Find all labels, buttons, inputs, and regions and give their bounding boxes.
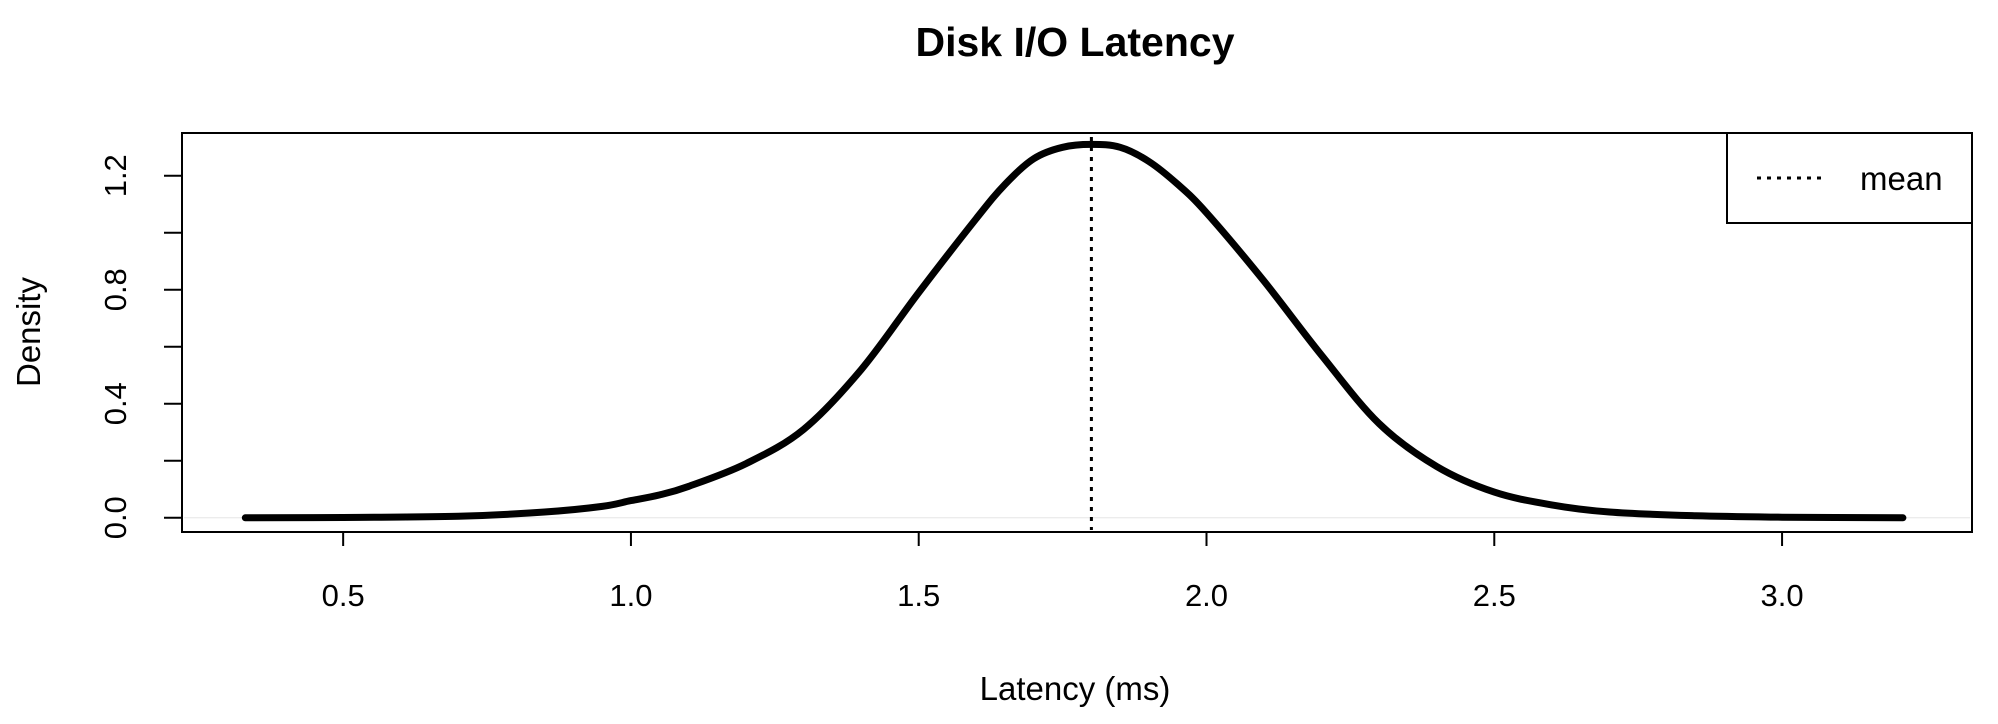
y-tick-label: 0.0 xyxy=(98,496,133,539)
y-axis-label: Density xyxy=(10,276,47,387)
y-tick-label: 0.4 xyxy=(98,382,133,425)
x-axis-label: Latency (ms) xyxy=(980,670,1171,707)
x-axis: 0.5 1.0 1.5 2.0 2.5 3.0 xyxy=(322,532,1804,613)
y-axis: 0.0 0.4 0.8 1.2 xyxy=(98,154,182,539)
x-tick-label: 2.5 xyxy=(1473,578,1516,613)
density-curve xyxy=(241,140,1907,522)
x-tick-label: 1.5 xyxy=(897,578,940,613)
x-tick-label: 2.0 xyxy=(1185,578,1228,613)
legend: mean xyxy=(1726,132,1973,224)
x-tick-label: 1.0 xyxy=(609,578,652,613)
chart-title: Disk I/O Latency xyxy=(915,19,1234,65)
x-tick-label: 3.0 xyxy=(1761,578,1804,613)
plot-frame xyxy=(181,132,1973,533)
x-tick-label: 0.5 xyxy=(322,578,365,613)
y-tick-label: 0.8 xyxy=(98,268,133,311)
legend-mean-label: mean xyxy=(1860,160,1943,197)
y-tick-label: 1.2 xyxy=(98,154,133,197)
plot-area xyxy=(184,137,1970,530)
